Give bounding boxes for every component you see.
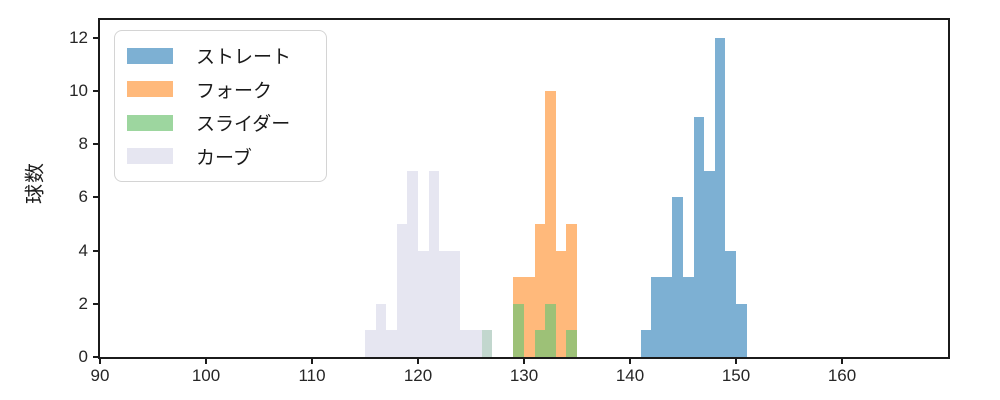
y-tick-mark — [93, 89, 98, 92]
hist-bar — [704, 171, 715, 357]
hist-bar — [736, 304, 747, 357]
legend: ストレート フォーク スライダー カーブ — [114, 30, 327, 182]
hist-bar — [556, 251, 566, 357]
y-tick-mark — [93, 302, 98, 305]
hist-bar — [524, 277, 535, 357]
hist-bar — [566, 224, 577, 357]
legend-swatch-fork — [127, 81, 173, 98]
hist-bar — [535, 330, 545, 357]
hist-bar — [386, 330, 397, 357]
hist-bar — [672, 197, 683, 357]
y-tick-label: 8 — [78, 134, 88, 154]
x-tick-mark — [417, 359, 419, 364]
y-tick-label: 2 — [78, 293, 88, 313]
x-tick-mark — [311, 359, 313, 364]
hist-bar — [545, 91, 556, 357]
hist-bar — [683, 277, 694, 357]
x-tick-mark — [99, 359, 101, 364]
legend-item-fork: フォーク — [127, 76, 314, 103]
x-tick-label: 130 — [509, 366, 539, 385]
x-tick-label: 160 — [827, 366, 857, 385]
hist-bar — [545, 304, 556, 357]
legend-label-fork: フォーク — [196, 80, 273, 102]
hist-bar — [429, 171, 439, 357]
hist-bar — [450, 251, 460, 357]
hist-bar — [482, 330, 492, 357]
bars-layer — [100, 20, 948, 357]
hist-bar — [513, 304, 524, 357]
y-tick-mark — [93, 196, 98, 199]
x-tick-label: 150 — [721, 366, 751, 385]
y-tick-mark — [93, 143, 98, 146]
y-axis-label: 球数 — [24, 162, 47, 204]
hist-bar — [439, 251, 450, 357]
plot-area: ストレート フォーク スライダー カーブ — [98, 18, 950, 359]
y-tick-mark — [93, 356, 98, 358]
y-tick-label: 6 — [78, 187, 88, 207]
x-tick-label: 120 — [403, 366, 433, 385]
hist-bar — [418, 251, 429, 357]
x-tick-label: 100 — [191, 366, 221, 385]
hist-bar — [460, 330, 471, 357]
legend-swatch-curve — [127, 148, 173, 165]
x-tick-mark — [629, 359, 631, 364]
hist-bar — [694, 117, 704, 357]
legend-swatch-slider — [127, 114, 173, 131]
y-tick-mark — [93, 36, 98, 39]
legend-label-straight: ストレート — [196, 47, 292, 69]
x-tick-label: 90 — [90, 366, 110, 385]
x-tick-mark — [735, 359, 737, 364]
hist-bar — [641, 330, 651, 357]
hist-bar — [376, 304, 386, 357]
legend-item-curve: カーブ — [127, 143, 314, 170]
legend-item-straight: ストレート — [127, 42, 314, 69]
hist-bar — [651, 277, 662, 357]
legend-swatch-straight — [127, 47, 173, 64]
hist-bar — [662, 277, 672, 357]
x-tick-label: 140 — [615, 366, 645, 385]
hist-bar — [535, 224, 545, 357]
legend-label-curve: カーブ — [196, 147, 252, 169]
hist-bar — [725, 251, 736, 357]
hist-bar — [566, 330, 577, 357]
hist-bar — [407, 171, 418, 357]
hist-bar — [365, 330, 376, 357]
y-tick-mark — [93, 249, 98, 252]
y-tick-label: 12 — [69, 27, 88, 47]
x-tick-mark — [841, 359, 843, 364]
y-tick-label: 4 — [78, 240, 88, 260]
hist-bar — [471, 330, 482, 357]
y-tick-label: 0 — [78, 347, 88, 366]
legend-label-slider: スライダー — [196, 114, 291, 136]
hist-bar — [715, 38, 725, 357]
x-tick-mark — [523, 359, 525, 364]
x-tick-label: 110 — [298, 366, 326, 385]
legend-item-slider: スライダー — [127, 109, 314, 136]
x-tick-mark — [205, 359, 207, 364]
hist-bar — [397, 224, 407, 357]
y-tick-label: 10 — [69, 80, 88, 100]
